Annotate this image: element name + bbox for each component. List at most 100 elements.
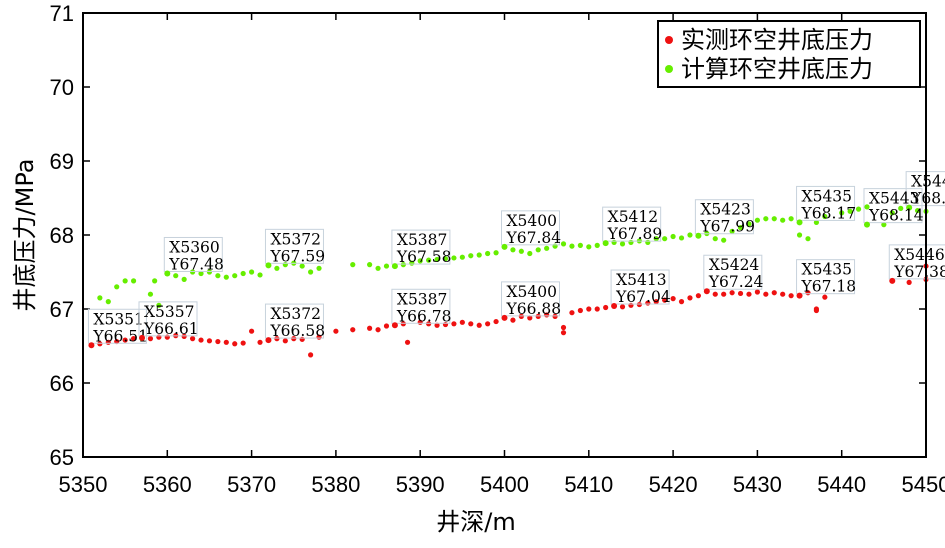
data-tip-y-label: Y66.88 [506, 300, 562, 318]
measured-point [130, 336, 137, 342]
calculated-point [367, 262, 373, 268]
calculated-point [855, 206, 862, 212]
calculated-point [586, 244, 592, 250]
data-tip-y-label: Y68.17 [801, 204, 857, 222]
calculated-point [754, 217, 761, 223]
y-tick-label: 66 [50, 371, 74, 396]
data-tip-box [602, 206, 662, 242]
measured-point [737, 290, 744, 297]
measured-point [586, 306, 592, 312]
data-tip-x-label: X5412 [608, 208, 658, 226]
x-tick-label: 5370 [227, 472, 276, 497]
measured-point [594, 306, 600, 312]
data-tip-y-label: Y67.84 [506, 229, 562, 247]
calculated-point [594, 242, 600, 248]
data-points [88, 204, 929, 358]
x-tick-label: 5420 [649, 472, 698, 497]
y-tick-label: 70 [50, 75, 74, 100]
calculated-point [729, 228, 735, 234]
legend-marker-measured [665, 36, 673, 44]
calculated-point [130, 278, 137, 284]
measured-point [712, 291, 718, 297]
data-tip-x-label: X5351 [93, 310, 143, 328]
data-tip-y-label: Y66.51 [92, 327, 148, 345]
calculated-point [223, 274, 229, 280]
data-tip-point [703, 288, 710, 295]
calculated-point [114, 284, 120, 290]
calculated-point [173, 273, 179, 279]
measured-point [189, 336, 196, 342]
calculated-point [763, 216, 769, 222]
calculated-point [232, 273, 238, 279]
measured-point [181, 333, 187, 339]
measured-point [763, 291, 769, 297]
data-tip-point [906, 204, 913, 211]
data-tip-x-label: X5446 [894, 246, 944, 264]
measured-point [232, 341, 238, 347]
data-tip-box [501, 210, 560, 246]
measured-point [367, 325, 373, 331]
x-tick-label: 5380 [311, 472, 360, 497]
data-tip-y-label: Y67.24 [708, 273, 764, 291]
data-tip-box [610, 269, 670, 305]
y-tick-label: 68 [50, 223, 74, 248]
calculated-point [383, 263, 390, 269]
data-tip-box [796, 259, 856, 295]
data-tip-point [88, 342, 95, 349]
calculated-point [459, 254, 465, 260]
calculated-point [181, 276, 187, 282]
data-tip-point [602, 240, 609, 247]
calculated-point [156, 302, 162, 308]
data-tip-x-label: X5443 [869, 190, 919, 208]
data-tip-x-label: X5423 [700, 201, 750, 219]
data-tip-box [264, 303, 324, 339]
measured-point [678, 299, 685, 305]
calculated-point [434, 256, 440, 263]
measured-point [97, 341, 103, 347]
measured-point [822, 294, 828, 300]
x-tick-label: 5400 [480, 472, 529, 497]
calculated-point [796, 232, 803, 238]
measured-point [451, 321, 457, 327]
calculated-point [316, 265, 322, 271]
data-tip-x-label: X5360 [169, 238, 219, 256]
legend-marker-calculated [665, 65, 673, 73]
calculated-point [308, 269, 314, 275]
data-tip-y-label: Y67.04 [615, 288, 671, 306]
calculated-point [619, 241, 626, 247]
data-tip-y-label: Y68.37 [910, 190, 945, 208]
calculated-point [375, 265, 381, 271]
calculated-point [249, 269, 255, 275]
measured-point [282, 338, 288, 344]
legend-label-measured: 实测环空井底压力 [681, 26, 873, 54]
measured-point [518, 313, 524, 319]
measured-point [434, 322, 440, 328]
data-tip-point [889, 277, 896, 284]
data-tip-point [611, 303, 618, 310]
data-tip-y-label: Y67.59 [269, 247, 325, 265]
measured-point [122, 337, 128, 343]
data-tip-box [391, 288, 451, 324]
data-tip-y-label: Y67.89 [607, 225, 663, 243]
calculated-point [417, 258, 423, 264]
measured-point [527, 315, 533, 321]
data-tip-box [264, 228, 324, 264]
calculated-point [189, 269, 196, 275]
x-tick-labels: 5350 5360 5370 5380 5390 5400 5410 5420 5430 5440… [59, 472, 945, 497]
calculated-point [122, 278, 128, 284]
calculated-point [914, 207, 921, 214]
calculated-point [864, 204, 870, 210]
calculated-point [670, 233, 676, 240]
data-tip-point [501, 314, 508, 321]
measured-point [459, 319, 465, 325]
measured-point [274, 336, 280, 342]
measured-point [754, 289, 761, 295]
calculated-point [198, 270, 204, 277]
